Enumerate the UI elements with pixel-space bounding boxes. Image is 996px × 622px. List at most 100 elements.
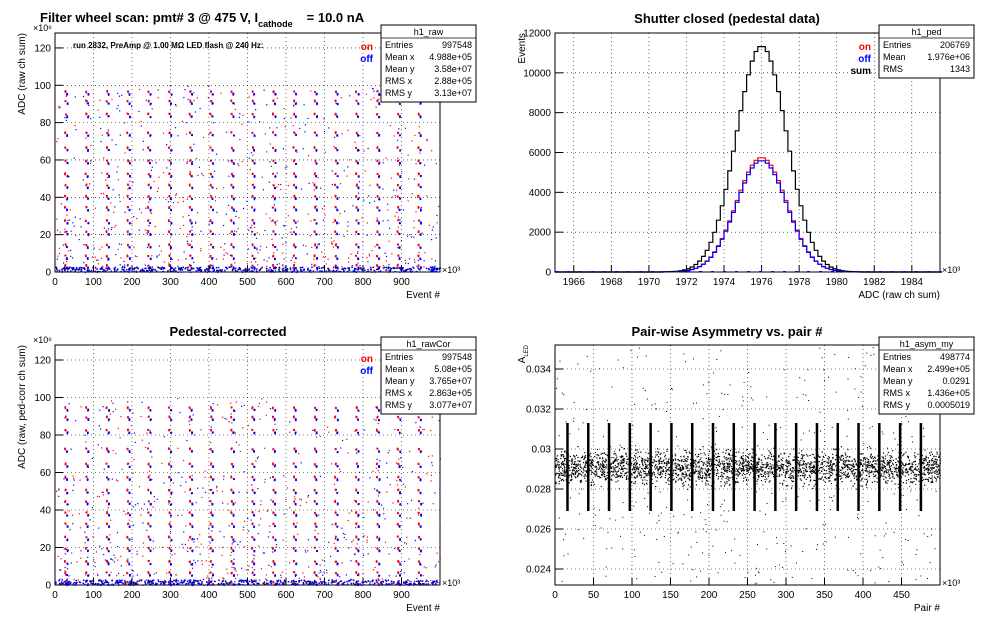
- point-baseline: [431, 268, 433, 270]
- point-on: [314, 415, 316, 418]
- point-baseline: [167, 270, 169, 272]
- point-off: [316, 257, 318, 259]
- point-baseline: [410, 268, 412, 270]
- point-baseline: [360, 268, 363, 270]
- point-on: [210, 428, 213, 431]
- point-off: [315, 175, 317, 178]
- point-off: [170, 418, 172, 421]
- point-on: [187, 244, 189, 246]
- point-baseline: [425, 267, 428, 270]
- point-off: [419, 116, 422, 118]
- point-off: [214, 196, 217, 198]
- point-on: [394, 195, 396, 197]
- point-off: [128, 246, 131, 248]
- x-tick-label: 1980: [826, 277, 849, 288]
- point-on: [59, 231, 62, 233]
- point-off: [419, 258, 422, 260]
- point-off: [294, 233, 297, 236]
- point-baseline: [271, 269, 274, 272]
- point-baseline: [364, 269, 366, 272]
- point-on: [85, 147, 88, 149]
- point-off: [191, 450, 193, 452]
- point-off: [108, 503, 110, 506]
- point-baseline: [61, 270, 64, 272]
- point-on: [168, 99, 171, 102]
- point-off: [211, 466, 214, 468]
- point-on: [210, 407, 212, 410]
- point-baseline: [160, 268, 162, 270]
- point-off: [190, 246, 193, 249]
- point-off: [265, 246, 268, 248]
- point-off: [378, 258, 380, 260]
- point-baseline: [182, 266, 185, 269]
- point-off: [129, 116, 131, 119]
- point-off: [284, 225, 286, 227]
- point-off: [87, 538, 90, 541]
- point-off: [274, 539, 277, 541]
- point-on: [230, 548, 233, 550]
- point-off: [385, 260, 387, 262]
- point-off: [331, 243, 334, 245]
- point-off: [404, 127, 407, 129]
- point-baseline: [124, 270, 127, 273]
- y-tick-label: 100: [34, 393, 51, 404]
- point-baseline: [135, 270, 138, 273]
- point-on: [168, 512, 171, 514]
- point-on: [106, 254, 108, 257]
- point-off: [336, 198, 339, 200]
- point-on: [234, 269, 236, 271]
- point-on: [314, 231, 316, 234]
- point-off: [170, 409, 173, 412]
- point-on: [99, 116, 101, 118]
- point-on: [207, 85, 210, 87]
- point-on: [272, 490, 275, 492]
- point-baseline: [208, 270, 211, 273]
- point-off: [431, 258, 433, 260]
- chart-panel-2: 1966 1968 1970 1972 1974 1976 1978 1980 1982 1984…: [517, 11, 960, 301]
- point-on: [133, 215, 135, 218]
- point-on: [230, 428, 233, 431]
- point-on: [408, 178, 410, 180]
- point-off: [393, 189, 395, 191]
- point-off: [313, 258, 315, 260]
- point-on: [255, 257, 257, 259]
- point-baseline: [101, 268, 104, 270]
- point-off: [170, 246, 172, 248]
- point-baseline: [291, 271, 294, 273]
- point-on: [428, 224, 430, 226]
- point-on: [390, 177, 393, 179]
- point-off: [149, 450, 152, 453]
- point-on: [397, 112, 399, 115]
- point-on: [292, 547, 295, 550]
- point-on: [291, 271, 293, 274]
- point-off: [282, 270, 284, 272]
- point-on: [168, 429, 170, 432]
- point-on: [147, 463, 150, 466]
- point-on: [151, 160, 153, 162]
- point-on: [101, 246, 103, 248]
- point-baseline: [342, 267, 344, 270]
- point-on: [64, 488, 67, 491]
- point-off: [149, 102, 152, 105]
- point-off: [66, 450, 68, 453]
- point-baseline: [229, 266, 231, 268]
- point-on: [126, 536, 128, 539]
- point-on: [358, 271, 360, 273]
- point-on: [376, 90, 378, 92]
- point-on: [85, 571, 87, 574]
- point-on: [355, 147, 357, 149]
- point-on: [194, 222, 197, 225]
- point-on: [112, 189, 114, 191]
- point-off: [149, 266, 151, 269]
- point-on: [355, 99, 358, 102]
- point-on: [333, 240, 335, 242]
- point-off: [268, 181, 270, 183]
- point-on: [61, 271, 63, 274]
- point-baseline: [300, 269, 302, 272]
- point-on: [196, 97, 198, 99]
- point-on: [347, 166, 349, 168]
- point-on: [272, 512, 275, 515]
- point-on: [299, 127, 301, 130]
- point-off: [358, 181, 360, 183]
- point-off: [253, 514, 256, 517]
